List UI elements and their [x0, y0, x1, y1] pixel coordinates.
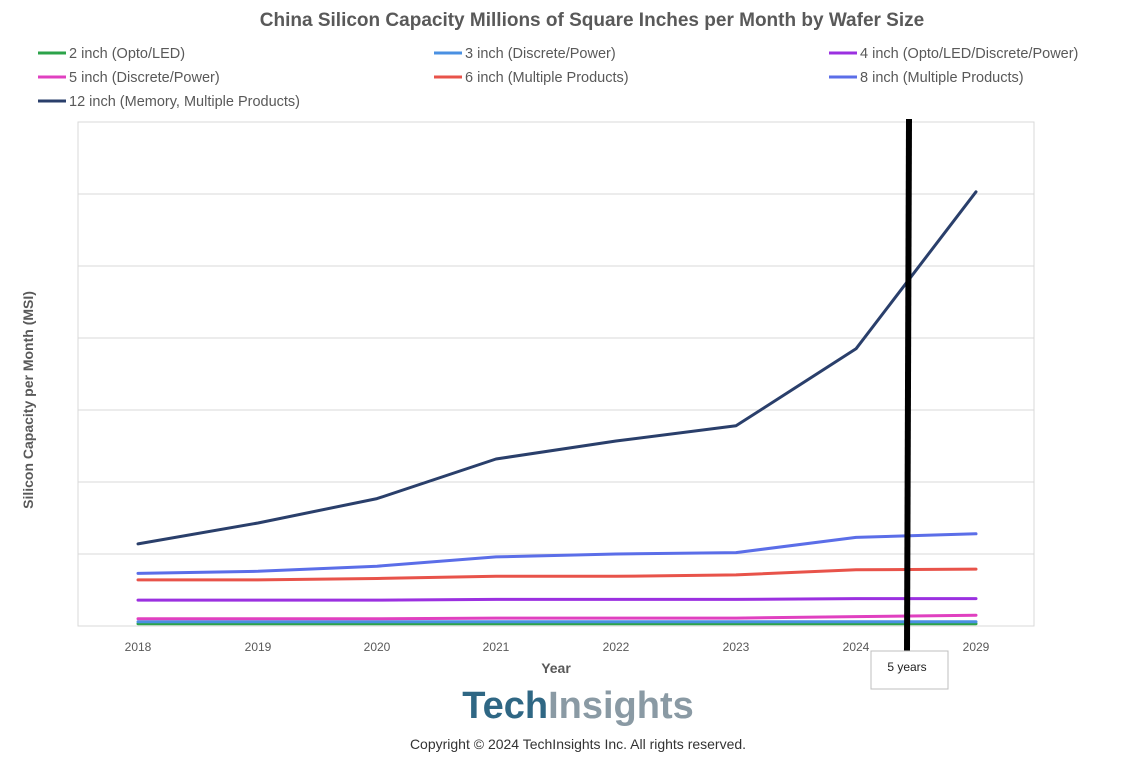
x-axis-ticks: 2018 2019 2020 2021 2022 2023 2024 2029 [125, 640, 990, 654]
gridlines [78, 121, 1034, 555]
legend-label-3-inch: 3 inch (Discrete/Power) [465, 46, 616, 62]
x-tick-label-2021: 2021 [483, 640, 510, 654]
legend: 2 inch (Opto/LED) 3 inch (Discrete/Power)… [38, 46, 1078, 110]
x-tick-label-2022: 2022 [603, 640, 630, 654]
five-years-label: 5 years [887, 660, 926, 674]
x-axis-title: Year [541, 660, 571, 676]
series-lines [136, 190, 978, 626]
legend-label-8-inch: 8 inch (Multiple Products) [860, 70, 1024, 86]
series-line-4-inch [136, 597, 978, 602]
legend-label-5-inch: 5 inch (Discrete/Power) [69, 70, 220, 86]
logo-insights-text: Insights [548, 685, 694, 727]
legend-label-4-inch: 4 inch (Opto/LED/Discrete/Power) [860, 46, 1078, 62]
series-line-5-inch [136, 613, 978, 621]
plot-area [77, 121, 1035, 627]
legend-label-6-inch: 6 inch (Multiple Products) [465, 70, 629, 86]
series-line-12-inch [136, 190, 978, 546]
five-years-label-box [870, 650, 949, 690]
x-tick-label-2029: 2029 [963, 640, 990, 654]
chart-title: China Silicon Capacity Millions of Squar… [260, 10, 924, 31]
x-tick-label-2024: 2024 [843, 640, 870, 654]
y-axis-title: Silicon Capacity per Month (MSI) [20, 291, 36, 509]
series-line-8-inch [136, 532, 978, 575]
logo-tech-text: Tech [462, 685, 548, 727]
x-tick-label-2019: 2019 [245, 640, 272, 654]
x-tick-label-2023: 2023 [723, 640, 750, 654]
five-years-annotation: 5 years [870, 118, 949, 690]
series-line-6-inch [136, 567, 978, 582]
techinsights-logo: TechInsights [462, 685, 694, 727]
copyright-text: Copyright © 2024 TechInsights Inc. All r… [410, 736, 746, 752]
x-tick-label-2020: 2020 [364, 640, 391, 654]
x-tick-label-2018: 2018 [125, 640, 152, 654]
svg-text:TechInsights: TechInsights [462, 685, 694, 727]
five-years-divider-line [904, 118, 912, 653]
legend-label-2-inch: 2 inch (Opto/LED) [69, 46, 185, 62]
legend-label-12-inch: 12 inch (Memory, Multiple Products) [69, 94, 300, 110]
